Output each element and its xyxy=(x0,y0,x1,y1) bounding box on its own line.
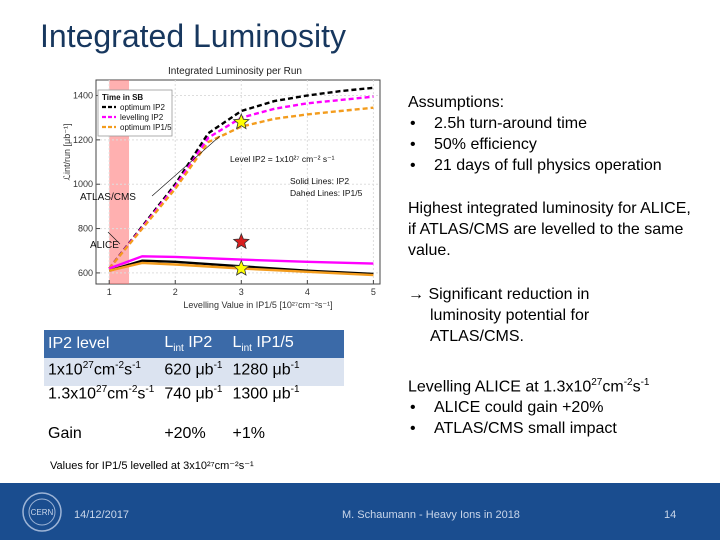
y-tick-label: 1000 xyxy=(73,179,93,189)
annotation-level: Level IP2 = 1x10²⁷ cm⁻² s⁻¹ xyxy=(230,154,335,164)
x-tick-label: 4 xyxy=(305,287,310,297)
footer-date: 14/12/2017 xyxy=(74,509,130,521)
chart-markers xyxy=(232,113,250,276)
table-gain-row: Gain +20% +1% xyxy=(48,425,265,442)
chart-annotations: Level IP2 = 1x10²⁷ cm⁻² s⁻¹ Solid Lines: … xyxy=(80,135,363,251)
note-levelling-alice: Levelling ALICE at 1.3x1027cm-2s-1 • ALIC… xyxy=(408,377,650,438)
assumptions-block: Assumptions: • 2.5h turn-around time • 50%… xyxy=(408,92,662,176)
assumption-item: • 2.5h turn-around time xyxy=(410,115,587,132)
table-header-row: IP2 level Lint IP2 Lint IP1/5 xyxy=(44,330,306,358)
slide-title: Integrated Luminosity xyxy=(40,18,346,54)
svg-text:CERN: CERN xyxy=(31,508,54,517)
header-lint-ip2: Lint IP2 xyxy=(164,333,213,355)
y-tick-label: 1400 xyxy=(73,91,93,101)
series-line-solid xyxy=(108,261,374,277)
footer-author: M. Schaumann - Heavy Ions in 2018 xyxy=(342,509,520,521)
cern-logo-icon: CERN xyxy=(22,492,62,532)
assumption-item: • 21 days of full physics operation xyxy=(410,157,662,174)
x-tick-label: 1 xyxy=(107,287,112,297)
header-ip2-level: IP2 level xyxy=(48,335,110,352)
annotation-pointer xyxy=(107,231,121,245)
series-line-dashed xyxy=(108,106,374,270)
y-tick-label: 1200 xyxy=(73,135,93,145)
table-background xyxy=(44,330,344,386)
annotation-alice: ALICE xyxy=(90,240,119,251)
x-tick-label: 5 xyxy=(371,287,376,297)
luminosity-chart: Integrated Luminosity per Run 1 2 3 4 5 600 80… xyxy=(62,66,381,310)
star-marker xyxy=(232,113,250,130)
note-reduction: → Significant reduction in luminosity po… xyxy=(408,286,590,345)
chart-series xyxy=(108,86,374,277)
footer-bar xyxy=(0,483,720,540)
x-axis-label: Levelling Value in IP1/5 [10²⁷cm⁻²s⁻¹] xyxy=(183,300,332,310)
annotation-solid-lines: Solid Lines: IP2 xyxy=(290,176,349,186)
legend-box xyxy=(97,89,173,137)
y-axis-label: ℒint/run [μb⁻¹] xyxy=(62,124,72,181)
series-line-solid xyxy=(108,255,374,270)
annotation-atlas-cms: ATLAS/CMS xyxy=(80,192,136,203)
legend-entry: levelling IP2 xyxy=(120,113,164,122)
footnote: Values for IP1/5 levelled at 3x10²⁷cm⁻²s… xyxy=(50,460,254,472)
legend-heading: Time in SB xyxy=(102,93,143,102)
assumption-item: • 50% efficiency xyxy=(410,136,537,153)
assumptions-heading: Assumptions: xyxy=(408,94,505,111)
annotation-pointer xyxy=(151,135,221,197)
star-marker xyxy=(232,232,250,250)
table-row: 1x1027cm-2s-1 620 μb-1 1280 μb-1 xyxy=(48,360,300,379)
header-lint-ip15: Lint IP1/5 xyxy=(232,333,294,355)
star-marker xyxy=(232,259,250,276)
chart-axes: 1 2 3 4 5 600 800 1000 1200 1400 Levelling Value i… xyxy=(62,91,376,310)
chart-title: Integrated Luminosity per Run xyxy=(168,66,302,77)
table-row: 1.3x1027cm-2s-1 740 μb-1 1300 μb-1 xyxy=(48,384,300,403)
series-line-dashed xyxy=(108,86,374,270)
series-line-dashed xyxy=(108,95,374,270)
y-tick-label: 600 xyxy=(78,268,93,278)
results-table: IP2 level Lint IP2 Lint IP1/5 1x1027cm-2… xyxy=(44,330,306,446)
y-tick-label: 800 xyxy=(78,224,93,234)
footer-page-number: 14 xyxy=(664,509,677,521)
note-highest-luminosity: Highest integrated luminosity for ALICE,… xyxy=(408,200,691,259)
annotation-dashed-lines: Dahed Lines: IP1/5 xyxy=(290,188,363,198)
x-tick-label: 3 xyxy=(239,287,244,297)
legend-entry: optimum IP2 xyxy=(120,103,165,112)
legend-entry: optimum IP1/5 xyxy=(120,123,172,132)
x-tick-label: 2 xyxy=(173,287,178,297)
